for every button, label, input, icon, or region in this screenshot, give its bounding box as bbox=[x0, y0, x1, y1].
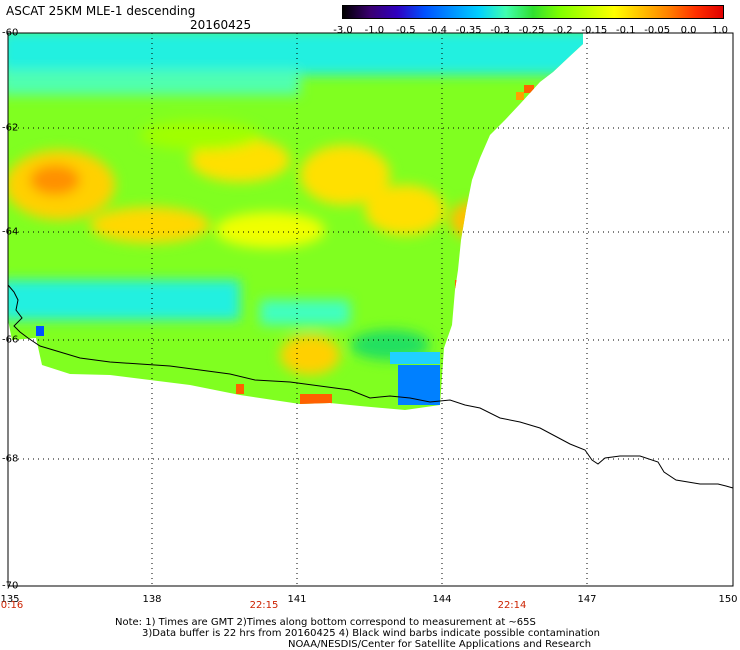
lon-label: 144 bbox=[432, 594, 452, 605]
colorbar-tick-label: -0.2 bbox=[553, 25, 573, 36]
time-label: 22:14 bbox=[497, 600, 527, 611]
colorbar-tick-label: -3.0 bbox=[333, 25, 353, 36]
lat-label: -60 bbox=[2, 27, 19, 39]
lat-label: -66 bbox=[2, 334, 19, 346]
time-label: 0:16 bbox=[0, 600, 24, 611]
footnote-line: 3)Data buffer is 22 hrs from 20160425 4)… bbox=[142, 628, 600, 639]
plot-frame bbox=[7, 32, 734, 587]
lon-label: 141 bbox=[287, 594, 307, 605]
colorbar-tick-label: -0.15 bbox=[581, 25, 608, 36]
data-swath bbox=[8, 33, 583, 410]
colorbar-tick-label: -0.25 bbox=[518, 25, 545, 36]
colorbar-tick-label: -0.4 bbox=[427, 25, 448, 36]
lat-label: -70 bbox=[2, 580, 19, 592]
colorbar-tick-label: 0.0 bbox=[680, 25, 697, 36]
product-date: 20160425 bbox=[190, 18, 252, 32]
lat-label: -68 bbox=[2, 453, 19, 465]
colorbar-tick-label: -0.05 bbox=[644, 25, 671, 36]
lon-label: 147 bbox=[577, 594, 597, 605]
graticule bbox=[8, 33, 733, 586]
lon-label: 135 bbox=[0, 594, 20, 605]
footnote-line: NOAA/NESDIS/Center for Satellite Applica… bbox=[288, 639, 592, 650]
footnote-line: Note: 1) Times are GMT 2)Times along bot… bbox=[115, 617, 536, 628]
colorbar-tick-label: -0.35 bbox=[455, 25, 482, 36]
colorbar-tick-label: -0.1 bbox=[615, 25, 636, 36]
colorbar-tick-label: 1.0 bbox=[712, 25, 728, 36]
product-title: ASCAT 25KM MLE-1 descending bbox=[6, 4, 196, 18]
lon-label: 138 bbox=[142, 594, 162, 605]
colorbar-tick-label: -0.3 bbox=[490, 25, 510, 36]
colorbar-tick-label: -0.5 bbox=[396, 25, 416, 36]
lon-label: 150 bbox=[718, 594, 738, 605]
colorbar bbox=[342, 5, 724, 19]
footnotes: Note: 1) Times are GMT 2)Times along bot… bbox=[115, 617, 715, 650]
lat-label: -62 bbox=[2, 122, 19, 134]
lat-label: -64 bbox=[2, 226, 19, 238]
coastline bbox=[7, 284, 734, 489]
time-label: 22:15 bbox=[249, 600, 279, 611]
colorbar-tick-label: -1.0 bbox=[364, 25, 385, 36]
